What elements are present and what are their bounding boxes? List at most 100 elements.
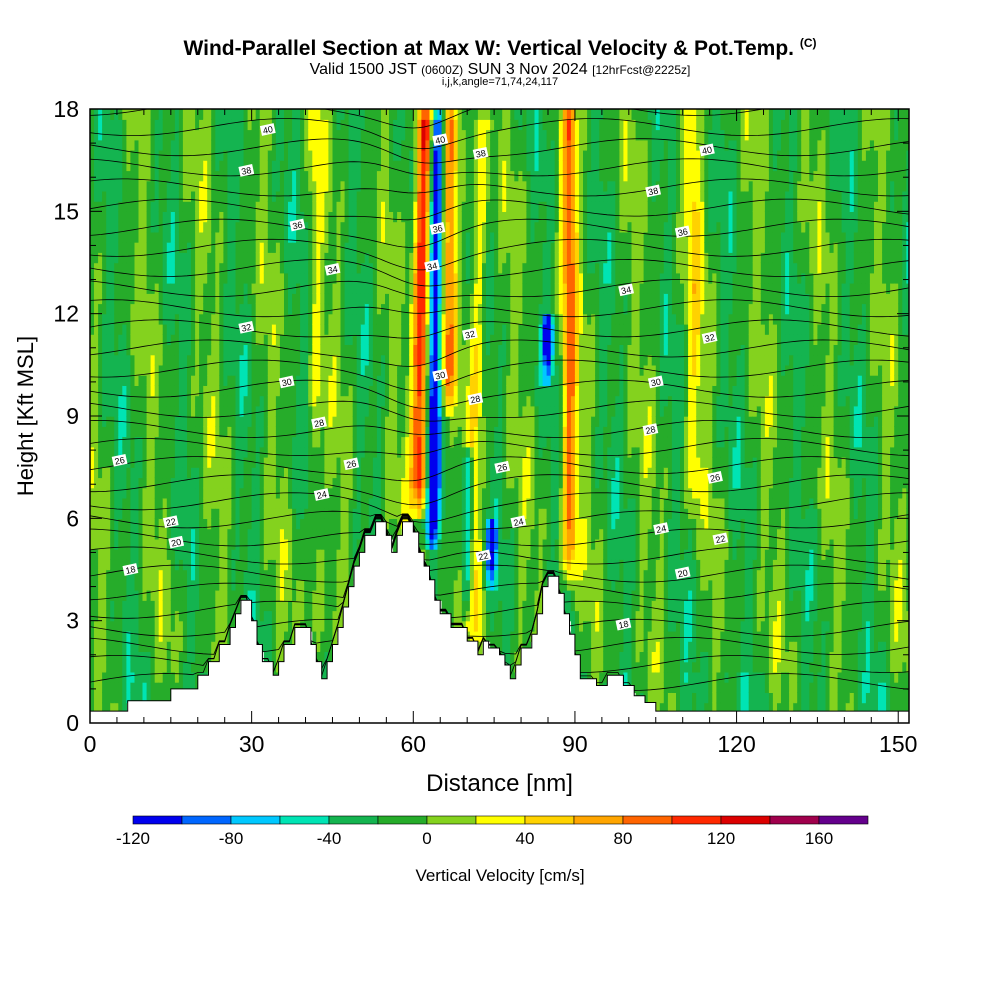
velocity-cell [328, 129, 334, 141]
velocity-cell [308, 180, 313, 192]
velocity-cell [162, 426, 168, 438]
velocity-cell [409, 446, 414, 458]
velocity-cell [174, 610, 180, 622]
velocity-cell [271, 456, 277, 468]
velocity-cell [336, 149, 342, 161]
velocity-cell [187, 364, 192, 376]
velocity-cell [130, 630, 136, 642]
velocity-cell [348, 323, 354, 335]
velocity-cell [393, 497, 398, 509]
velocity-cell [271, 334, 277, 345]
velocity-cell [279, 508, 285, 519]
velocity-cell [90, 467, 95, 479]
velocity-cell [126, 119, 132, 131]
velocity-cell [376, 242, 382, 253]
velocity-cell [312, 508, 317, 519]
velocity-cell [231, 272, 237, 284]
velocity-cell [461, 109, 467, 120]
velocity-cell [401, 129, 406, 141]
velocity-cell [142, 497, 148, 509]
velocity-cell [259, 211, 265, 223]
velocity-cell [275, 221, 281, 233]
velocity-cell [473, 518, 479, 530]
velocity-cell [126, 477, 132, 489]
velocity-cell [251, 283, 257, 294]
velocity-cell [409, 477, 414, 489]
velocity-cell [328, 344, 334, 356]
velocity-cell [118, 467, 123, 479]
velocity-cell [138, 201, 144, 212]
velocity-cell [376, 231, 382, 243]
velocity-cell [122, 436, 127, 448]
velocity-cell [461, 549, 467, 560]
velocity-cell [360, 139, 366, 151]
velocity-cell [243, 180, 249, 192]
velocity-cell [425, 190, 431, 202]
velocity-cell [324, 620, 330, 632]
velocity-cell [227, 436, 233, 448]
velocity-cell [413, 303, 418, 315]
velocity-cell [441, 549, 447, 560]
velocity-cell [259, 487, 265, 499]
velocity-cell [142, 252, 148, 264]
velocity-cell [433, 569, 439, 581]
velocity-cell [126, 508, 132, 519]
velocity-cell [405, 283, 410, 294]
velocity-cell [174, 201, 180, 212]
velocity-cell [207, 456, 212, 468]
velocity-cell [158, 272, 164, 284]
velocity-cell [271, 211, 277, 223]
velocity-cell [465, 252, 471, 264]
velocity-cell [405, 119, 410, 131]
velocity-cell [304, 170, 309, 182]
velocity-cell [332, 242, 338, 253]
velocity-cell [247, 477, 253, 489]
velocity-cell [271, 119, 277, 131]
velocity-cell [178, 190, 184, 202]
velocity-cell [429, 149, 435, 161]
velocity-cell [170, 242, 176, 253]
velocity-cell [324, 149, 330, 161]
velocity-cell [110, 610, 115, 622]
velocity-cell [158, 129, 164, 141]
velocity-cell [122, 242, 127, 253]
velocity-cell [332, 477, 338, 489]
velocity-cell [178, 436, 184, 448]
velocity-cell [263, 528, 269, 540]
velocity-cell [316, 436, 321, 448]
velocity-cell [154, 692, 160, 704]
velocity-cell [150, 283, 156, 294]
velocity-cell [203, 149, 208, 161]
velocity-cell [445, 272, 451, 284]
velocity-cell [267, 252, 273, 264]
velocity-cell [284, 508, 289, 519]
velocity-cell [203, 579, 208, 591]
velocity-cell [166, 610, 172, 622]
velocity-cell [150, 395, 156, 407]
velocity-cell [182, 487, 188, 499]
velocity-cell [219, 590, 224, 601]
velocity-cell [453, 569, 459, 581]
velocity-cell [102, 569, 107, 581]
velocity-cell [308, 303, 313, 315]
velocity-cell [360, 334, 366, 345]
velocity-cell [94, 149, 99, 161]
velocity-cell [372, 303, 378, 315]
velocity-cell [195, 395, 200, 407]
velocity-cell [150, 549, 156, 560]
velocity-cell [150, 630, 156, 642]
velocity-cell [364, 139, 370, 151]
velocity-cell [187, 262, 192, 274]
velocity-cell [441, 190, 447, 202]
velocity-cell [405, 477, 410, 489]
velocity-cell [279, 303, 285, 315]
velocity-cell [368, 467, 374, 479]
velocity-cell [126, 221, 132, 233]
velocity-cell [142, 528, 148, 540]
velocity-cell [90, 477, 95, 489]
velocity-cell [162, 641, 168, 652]
velocity-cell [182, 456, 188, 468]
velocity-cell [336, 201, 342, 212]
velocity-cell [207, 160, 212, 172]
